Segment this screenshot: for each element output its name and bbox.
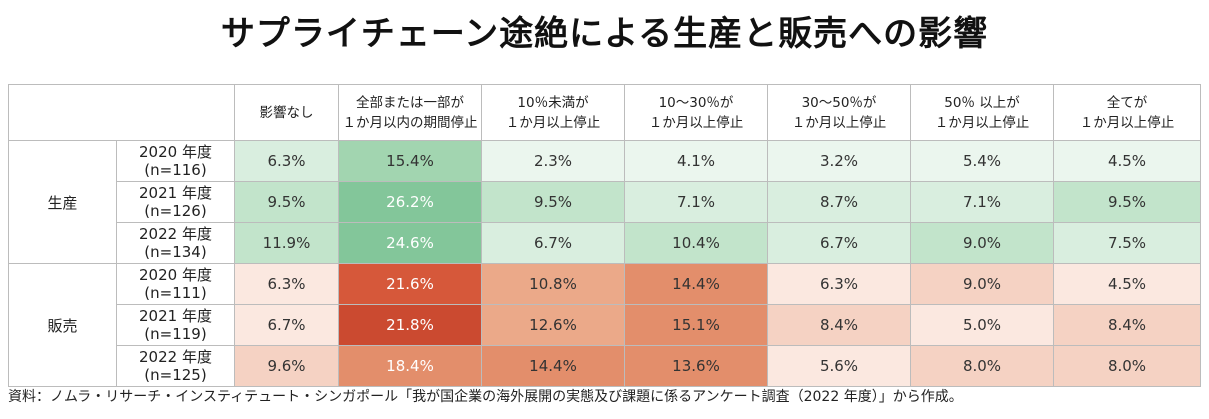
- row-sample-size: (n=116): [144, 161, 207, 179]
- heatmap-cell: 8.0%: [1053, 345, 1201, 387]
- row-label: 2021 年度 (n=126): [116, 181, 235, 223]
- row-sample-size: (n=119): [144, 325, 207, 343]
- heatmap-cell: 3.2%: [767, 140, 911, 182]
- row-label: 2022 年度 (n=125): [116, 345, 235, 387]
- column-header-line1: 10～30％が: [658, 94, 734, 111]
- heatmap-cell: 8.4%: [1053, 304, 1201, 346]
- heatmap-cell: 8.4%: [767, 304, 911, 346]
- column-header-line2: １か月以上停止: [648, 114, 744, 131]
- chart-title: サプライチェーン途絶による生産と販売への影響: [220, 14, 989, 54]
- column-header: 影響なし: [234, 84, 339, 141]
- column-header: 30～50％が １か月以上停止: [767, 84, 911, 141]
- row-year: 2021 年度: [139, 307, 212, 325]
- row-year: 2021 年度: [139, 184, 212, 202]
- heatmap-cell: 5.4%: [910, 140, 1054, 182]
- column-header-line2: １か月以上停止: [934, 114, 1030, 131]
- heatmap-cell: 5.0%: [910, 304, 1054, 346]
- column-header-line2: １か月以内の期間停止: [342, 114, 478, 131]
- heatmap-cell: 7.5%: [1053, 222, 1201, 264]
- heatmap-cell: 6.3%: [234, 263, 339, 305]
- column-header-line1: 50％ 以上が: [944, 94, 1020, 111]
- row-year: 2022 年度: [139, 225, 212, 243]
- column-header-line1: 30～50％が: [801, 94, 877, 111]
- heatmap-cell: 9.5%: [234, 181, 339, 223]
- heatmap-cell: 2.3%: [481, 140, 625, 182]
- column-header-line2: １か月以上停止: [1079, 114, 1175, 131]
- heatmap-table: 影響なし 全部または一部が １か月以内の期間停止 10％未満が １か月以上停止 10…: [8, 84, 1201, 387]
- heatmap-cell: 24.6%: [338, 222, 482, 264]
- heatmap-cell: 8.0%: [910, 345, 1054, 387]
- heatmap-cell: 6.7%: [767, 222, 911, 264]
- row-year: 2020 年度: [139, 143, 212, 161]
- row-sample-size: (n=126): [144, 202, 207, 220]
- heatmap-cell: 15.1%: [624, 304, 768, 346]
- column-header-line2: １か月以上停止: [791, 114, 887, 131]
- heatmap-cell: 8.7%: [767, 181, 911, 223]
- heatmap-cell: 21.6%: [338, 263, 482, 305]
- row-sample-size: (n=134): [144, 243, 207, 261]
- heatmap-cell: 14.4%: [481, 345, 625, 387]
- heatmap-cell: 21.8%: [338, 304, 482, 346]
- group-label: 販売: [8, 263, 117, 387]
- header-row: 影響なし 全部または一部が １か月以内の期間停止 10％未満が １か月以上停止 10…: [8, 84, 1201, 141]
- column-header: 全部または一部が １か月以内の期間停止: [338, 84, 482, 141]
- table-row: 販売 2020 年度 (n=111) 6.3% 21.6% 10.8% 14.4% 6.3% 9…: [8, 263, 1201, 387]
- column-header: 10～30％が １か月以上停止: [624, 84, 768, 141]
- heatmap-cell: 9.0%: [910, 263, 1054, 305]
- column-header-line1: 全部または一部が: [356, 94, 464, 111]
- heatmap-cell: 7.1%: [624, 181, 768, 223]
- heatmap-cell: 15.4%: [338, 140, 482, 182]
- table-row: 2022 年度 (n=125) 9.6% 18.4% 14.4% 13.6% 5.6% 8.0…: [9, 345, 1201, 387]
- row-sample-size: (n=111): [144, 284, 207, 302]
- heatmap-cell: 9.0%: [910, 222, 1054, 264]
- group-label: 生産: [8, 140, 117, 264]
- table-row: 2022 年度 (n=134) 11.9% 24.6% 6.7% 10.4% 6.7% 9.0…: [9, 222, 1201, 264]
- heatmap-cell: 26.2%: [338, 181, 482, 223]
- heatmap-cell: 13.6%: [624, 345, 768, 387]
- column-header-line1: 影響なし: [259, 104, 314, 121]
- heatmap-cell: 18.4%: [338, 345, 482, 387]
- column-header-line1: 全てが: [1106, 94, 1148, 111]
- heatmap-cell: 4.1%: [624, 140, 768, 182]
- heatmap-cell: 10.8%: [481, 263, 625, 305]
- heatmap-cell: 14.4%: [624, 263, 768, 305]
- heatmap-cell: 11.9%: [234, 222, 339, 264]
- column-header: 全てが １か月以上停止: [1053, 84, 1201, 141]
- row-label: 2020 年度 (n=116): [116, 140, 235, 182]
- column-header: 10％未満が １か月以上停止: [481, 84, 625, 141]
- column-header-line1: 10％未満が: [517, 94, 589, 111]
- table-row: 2021 年度 (n=119) 6.7% 21.8% 12.6% 15.1% 8.4% 5.0…: [9, 304, 1201, 346]
- heatmap-cell: 12.6%: [481, 304, 625, 346]
- heatmap-cell: 6.3%: [234, 140, 339, 182]
- row-label: 2021 年度 (n=119): [116, 304, 235, 346]
- heatmap-cell: 10.4%: [624, 222, 768, 264]
- heatmap-cell: 9.5%: [481, 181, 625, 223]
- heatmap-body: 生産 2020 年度 (n=116) 6.3% 15.4% 2.3% 4.1% 3.2% 5.4…: [8, 140, 1201, 387]
- column-header: 50％ 以上が １か月以上停止: [910, 84, 1054, 141]
- heatmap-cell: 7.1%: [910, 181, 1054, 223]
- row-label: 2022 年度 (n=134): [116, 222, 235, 264]
- source-note: 資料：ノムラ・リサーチ・インスティテュート・シンガポール「我が国企業の海外展開の…: [8, 389, 963, 405]
- heatmap-cell: 5.6%: [767, 345, 911, 387]
- row-year: 2022 年度: [139, 348, 212, 366]
- row-label: 2020 年度 (n=111): [116, 263, 235, 305]
- heatmap-cell: 6.3%: [767, 263, 911, 305]
- heatmap-cell: 6.7%: [481, 222, 625, 264]
- heatmap-cell: 6.7%: [234, 304, 339, 346]
- heatmap-cell: 9.6%: [234, 345, 339, 387]
- heatmap-cell: 4.5%: [1053, 263, 1201, 305]
- column-header-line2: １か月以上停止: [505, 114, 601, 131]
- row-sample-size: (n=125): [144, 366, 207, 384]
- table-row: 生産 2020 年度 (n=116) 6.3% 15.4% 2.3% 4.1% 3.2% 5.4…: [8, 140, 1201, 264]
- heatmap-cell: 4.5%: [1053, 140, 1201, 182]
- row-year: 2020 年度: [139, 266, 212, 284]
- table-row: 2021 年度 (n=126) 9.5% 26.2% 9.5% 7.1% 8.7% 7.1% 9…: [9, 181, 1201, 223]
- corner-cell: [8, 84, 235, 141]
- heatmap-cell: 9.5%: [1053, 181, 1201, 223]
